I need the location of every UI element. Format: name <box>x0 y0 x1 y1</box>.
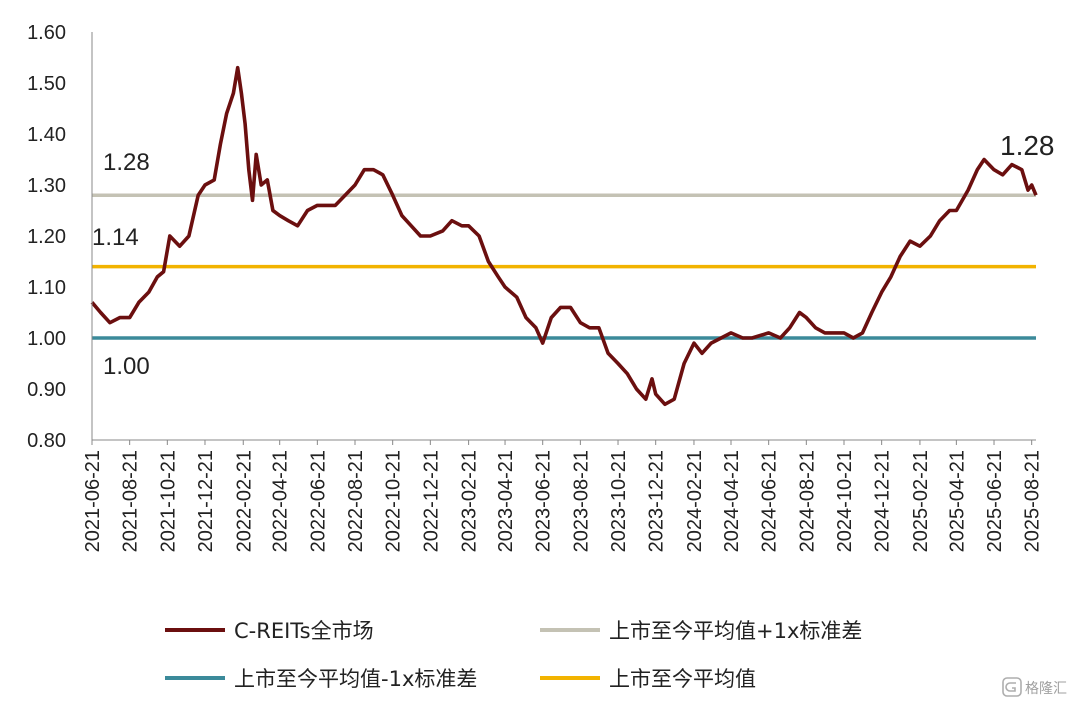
c-reits-line <box>90 65 1038 407</box>
legend: C-REITs全市场 上市至今平均值+1x标准差 上市至今平均值-1x标准差 上… <box>165 619 862 691</box>
x-tick-label: 2021-10-21 <box>157 450 179 552</box>
y-tick-label: 1.10 <box>27 277 66 299</box>
y-tick-label: 0.90 <box>27 379 66 401</box>
x-tick-label: 2023-08-21 <box>570 450 592 552</box>
x-tick-label: 2022-06-21 <box>307 450 329 552</box>
y-tick-label: 1.40 <box>27 124 66 146</box>
watermark-text: 格隆汇 <box>1025 681 1067 697</box>
y-tick-label: 1.00 <box>27 328 66 350</box>
x-tick-label: 2024-08-21 <box>796 450 818 552</box>
x-tick-label: 2022-04-21 <box>270 450 292 552</box>
x-tick-label: 2022-10-21 <box>383 450 405 552</box>
x-tick-label: 2025-06-21 <box>984 450 1006 552</box>
y-tick-label: 1.50 <box>27 73 66 95</box>
x-tick-label: 2024-04-21 <box>721 450 743 552</box>
legend-item-c-reits: C-REITs全市场 <box>165 619 374 643</box>
x-tick-label: 2021-06-21 <box>82 450 104 552</box>
y-tick-labels: 0.80 0.90 1.00 1.10 1.20 1.30 1.40 1.50 1.60 <box>27 22 66 452</box>
x-tick-label: 2024-12-21 <box>872 450 894 552</box>
x-tick-label: 2025-04-21 <box>946 450 968 552</box>
x-tick-labels: 2021-06-21 2021-08-21 2021-10-21 2021-12-21… <box>82 440 1044 552</box>
x-tick-label: 2024-06-21 <box>759 450 781 552</box>
y-tick-label: 0.80 <box>27 430 66 452</box>
legend-label-mean: 上市至今平均值 <box>609 667 756 691</box>
x-tick-label: 2024-10-21 <box>834 450 856 552</box>
axes <box>91 32 1036 441</box>
x-tick-label: 2023-10-21 <box>608 450 630 552</box>
x-tick-label: 2021-12-21 <box>195 450 217 552</box>
legend-item-lower: 上市至今平均值-1x标准差 <box>165 667 477 691</box>
x-tick-label: 2022-08-21 <box>345 450 367 552</box>
x-tick-label: 2025-08-21 <box>1022 450 1044 552</box>
legend-item-upper: 上市至今平均值+1x标准差 <box>540 619 862 643</box>
mean-label: 1.14 <box>92 224 139 251</box>
reference-lines <box>92 193 1036 340</box>
lower-band-label: 1.00 <box>103 353 150 380</box>
x-tick-label: 2023-12-21 <box>646 450 668 552</box>
series-layer <box>90 65 1038 407</box>
x-tick-label: 2023-02-21 <box>459 450 481 552</box>
y-tick-label: 1.30 <box>27 175 66 197</box>
legend-label-lower: 上市至今平均值-1x标准差 <box>234 667 477 691</box>
end-value-label: 1.28 <box>1000 130 1055 161</box>
legend-item-mean: 上市至今平均值 <box>540 667 756 691</box>
x-tick-label: 2023-06-21 <box>533 450 555 552</box>
x-tick-label: 2022-02-21 <box>233 450 255 552</box>
x-tick-label: 2022-12-21 <box>420 450 442 552</box>
y-tick-label: 1.60 <box>27 22 66 44</box>
legend-label-c-reits: C-REITs全市场 <box>234 619 374 643</box>
watermark: 格隆汇 <box>1002 677 1067 697</box>
y-tick-label: 1.20 <box>27 226 66 248</box>
x-tick-label: 2024-02-21 <box>684 450 706 552</box>
g-logo-icon <box>1002 677 1022 697</box>
upper-band-label: 1.28 <box>103 149 150 176</box>
x-tick-label: 2021-08-21 <box>120 450 142 552</box>
legend-label-upper: 上市至今平均值+1x标准差 <box>609 619 862 643</box>
x-tick-label: 2023-04-21 <box>495 450 517 552</box>
x-tick-label: 2025-02-21 <box>910 450 932 552</box>
